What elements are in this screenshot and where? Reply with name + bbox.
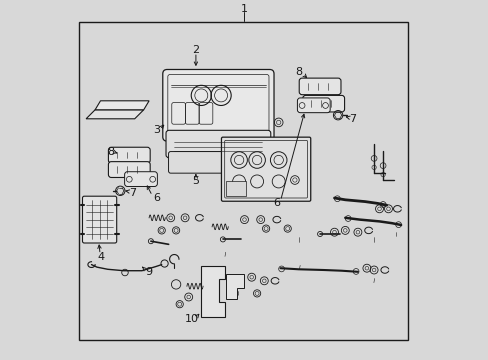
Circle shape [352, 269, 358, 274]
Circle shape [345, 216, 350, 221]
Bar [203, 293, 213, 299]
Text: 7: 7 [129, 188, 136, 198]
Circle shape [380, 202, 385, 207]
Text: 6: 6 [152, 193, 160, 203]
FancyBboxPatch shape [82, 196, 117, 243]
Circle shape [278, 266, 284, 272]
FancyBboxPatch shape [108, 147, 150, 163]
Text: 5: 5 [192, 176, 199, 186]
Text: 10: 10 [185, 314, 199, 324]
Bar [79, 22, 407, 340]
Text: 8: 8 [294, 67, 302, 77]
Text: 4: 4 [97, 252, 104, 262]
Polygon shape [95, 101, 149, 110]
Polygon shape [86, 110, 143, 119]
FancyBboxPatch shape [297, 98, 329, 113]
Bar [226, 181, 246, 196]
FancyBboxPatch shape [299, 78, 340, 95]
FancyBboxPatch shape [124, 172, 157, 186]
Text: 6: 6 [273, 198, 280, 208]
FancyBboxPatch shape [166, 130, 270, 158]
Circle shape [395, 222, 401, 228]
Text: 2: 2 [192, 45, 199, 55]
FancyBboxPatch shape [168, 152, 268, 173]
Polygon shape [226, 274, 244, 299]
Text: 9: 9 [145, 267, 152, 277]
FancyBboxPatch shape [163, 69, 273, 141]
Text: 3: 3 [152, 125, 160, 135]
Text: 1: 1 [241, 4, 247, 14]
Text: 7: 7 [348, 114, 355, 124]
Circle shape [334, 196, 340, 202]
Polygon shape [201, 266, 224, 317]
FancyBboxPatch shape [302, 95, 344, 112]
Text: 8: 8 [107, 147, 114, 157]
FancyBboxPatch shape [108, 162, 150, 177]
FancyBboxPatch shape [221, 137, 310, 201]
